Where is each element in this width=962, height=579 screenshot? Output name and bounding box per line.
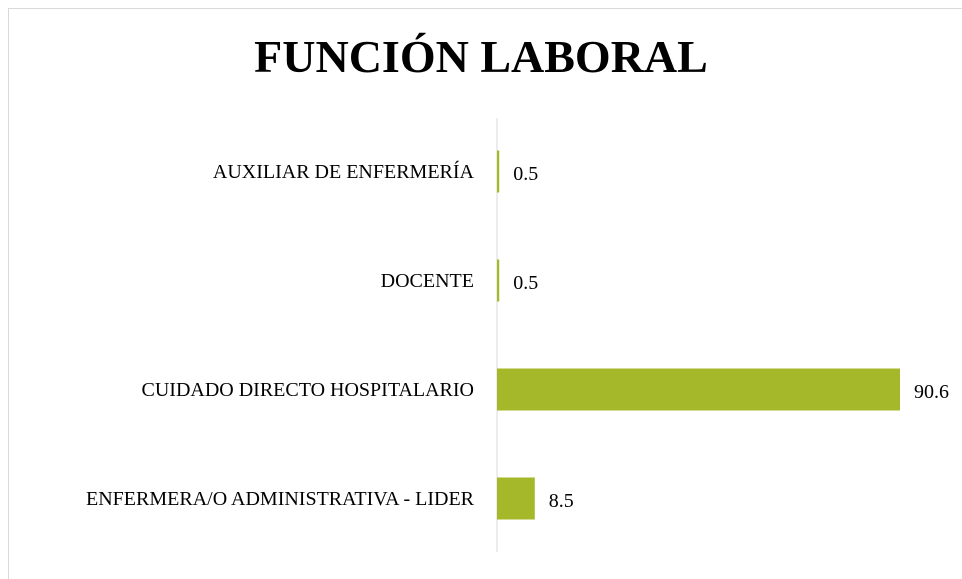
value-label: 0.5 bbox=[513, 163, 538, 185]
bar bbox=[497, 259, 500, 302]
chart-title: FUNCIÓN LABORAL bbox=[254, 31, 708, 82]
bar bbox=[497, 368, 900, 411]
category-label: DOCENTE bbox=[380, 269, 474, 292]
category-label: AUXILIAR DE ENFERMERÍA bbox=[212, 160, 474, 183]
value-label: 90.6 bbox=[914, 381, 949, 403]
bar bbox=[497, 477, 535, 520]
category-label: CUIDADO DIRECTO HOSPITALARIO bbox=[141, 378, 474, 401]
category-label: ENFERMERA/O ADMINISTRATIVA - LIDER bbox=[86, 487, 474, 510]
bar bbox=[497, 150, 500, 193]
value-label: 0.5 bbox=[513, 272, 538, 294]
value-label: 8.5 bbox=[549, 490, 574, 512]
chart-frame bbox=[8, 8, 962, 579]
